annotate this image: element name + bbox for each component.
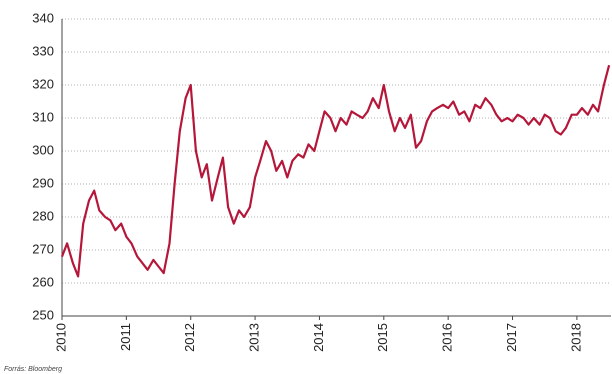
y-tick-label: 250: [32, 307, 54, 322]
x-tick-label: 2014: [311, 323, 326, 352]
y-tick-label: 260: [32, 274, 54, 289]
y-tick-label: 280: [32, 208, 54, 223]
x-tick-label: 2010: [53, 323, 68, 352]
line-series: [60, 64, 611, 278]
x-tick-label: 2018: [568, 323, 583, 352]
y-tick-label: 330: [32, 43, 54, 58]
source: Forrás: Bloomberg: [4, 366, 62, 373]
x-tick-label: 2017: [504, 323, 519, 352]
y-tick-label: 300: [32, 142, 54, 157]
y-tick-label: 320: [32, 76, 54, 91]
x-tick-label: 2016: [440, 323, 455, 352]
y-tick-label: 340: [32, 10, 54, 25]
x-tick-label: 2011: [118, 323, 133, 351]
x-tick-label: 2013: [247, 323, 262, 352]
x-tick-label: 2015: [375, 323, 390, 352]
y-tick-label: 290: [32, 175, 54, 190]
y-tick-label: 270: [32, 241, 54, 256]
x-tick-label: 2012: [182, 323, 197, 352]
y-tick-label: 310: [32, 109, 54, 124]
